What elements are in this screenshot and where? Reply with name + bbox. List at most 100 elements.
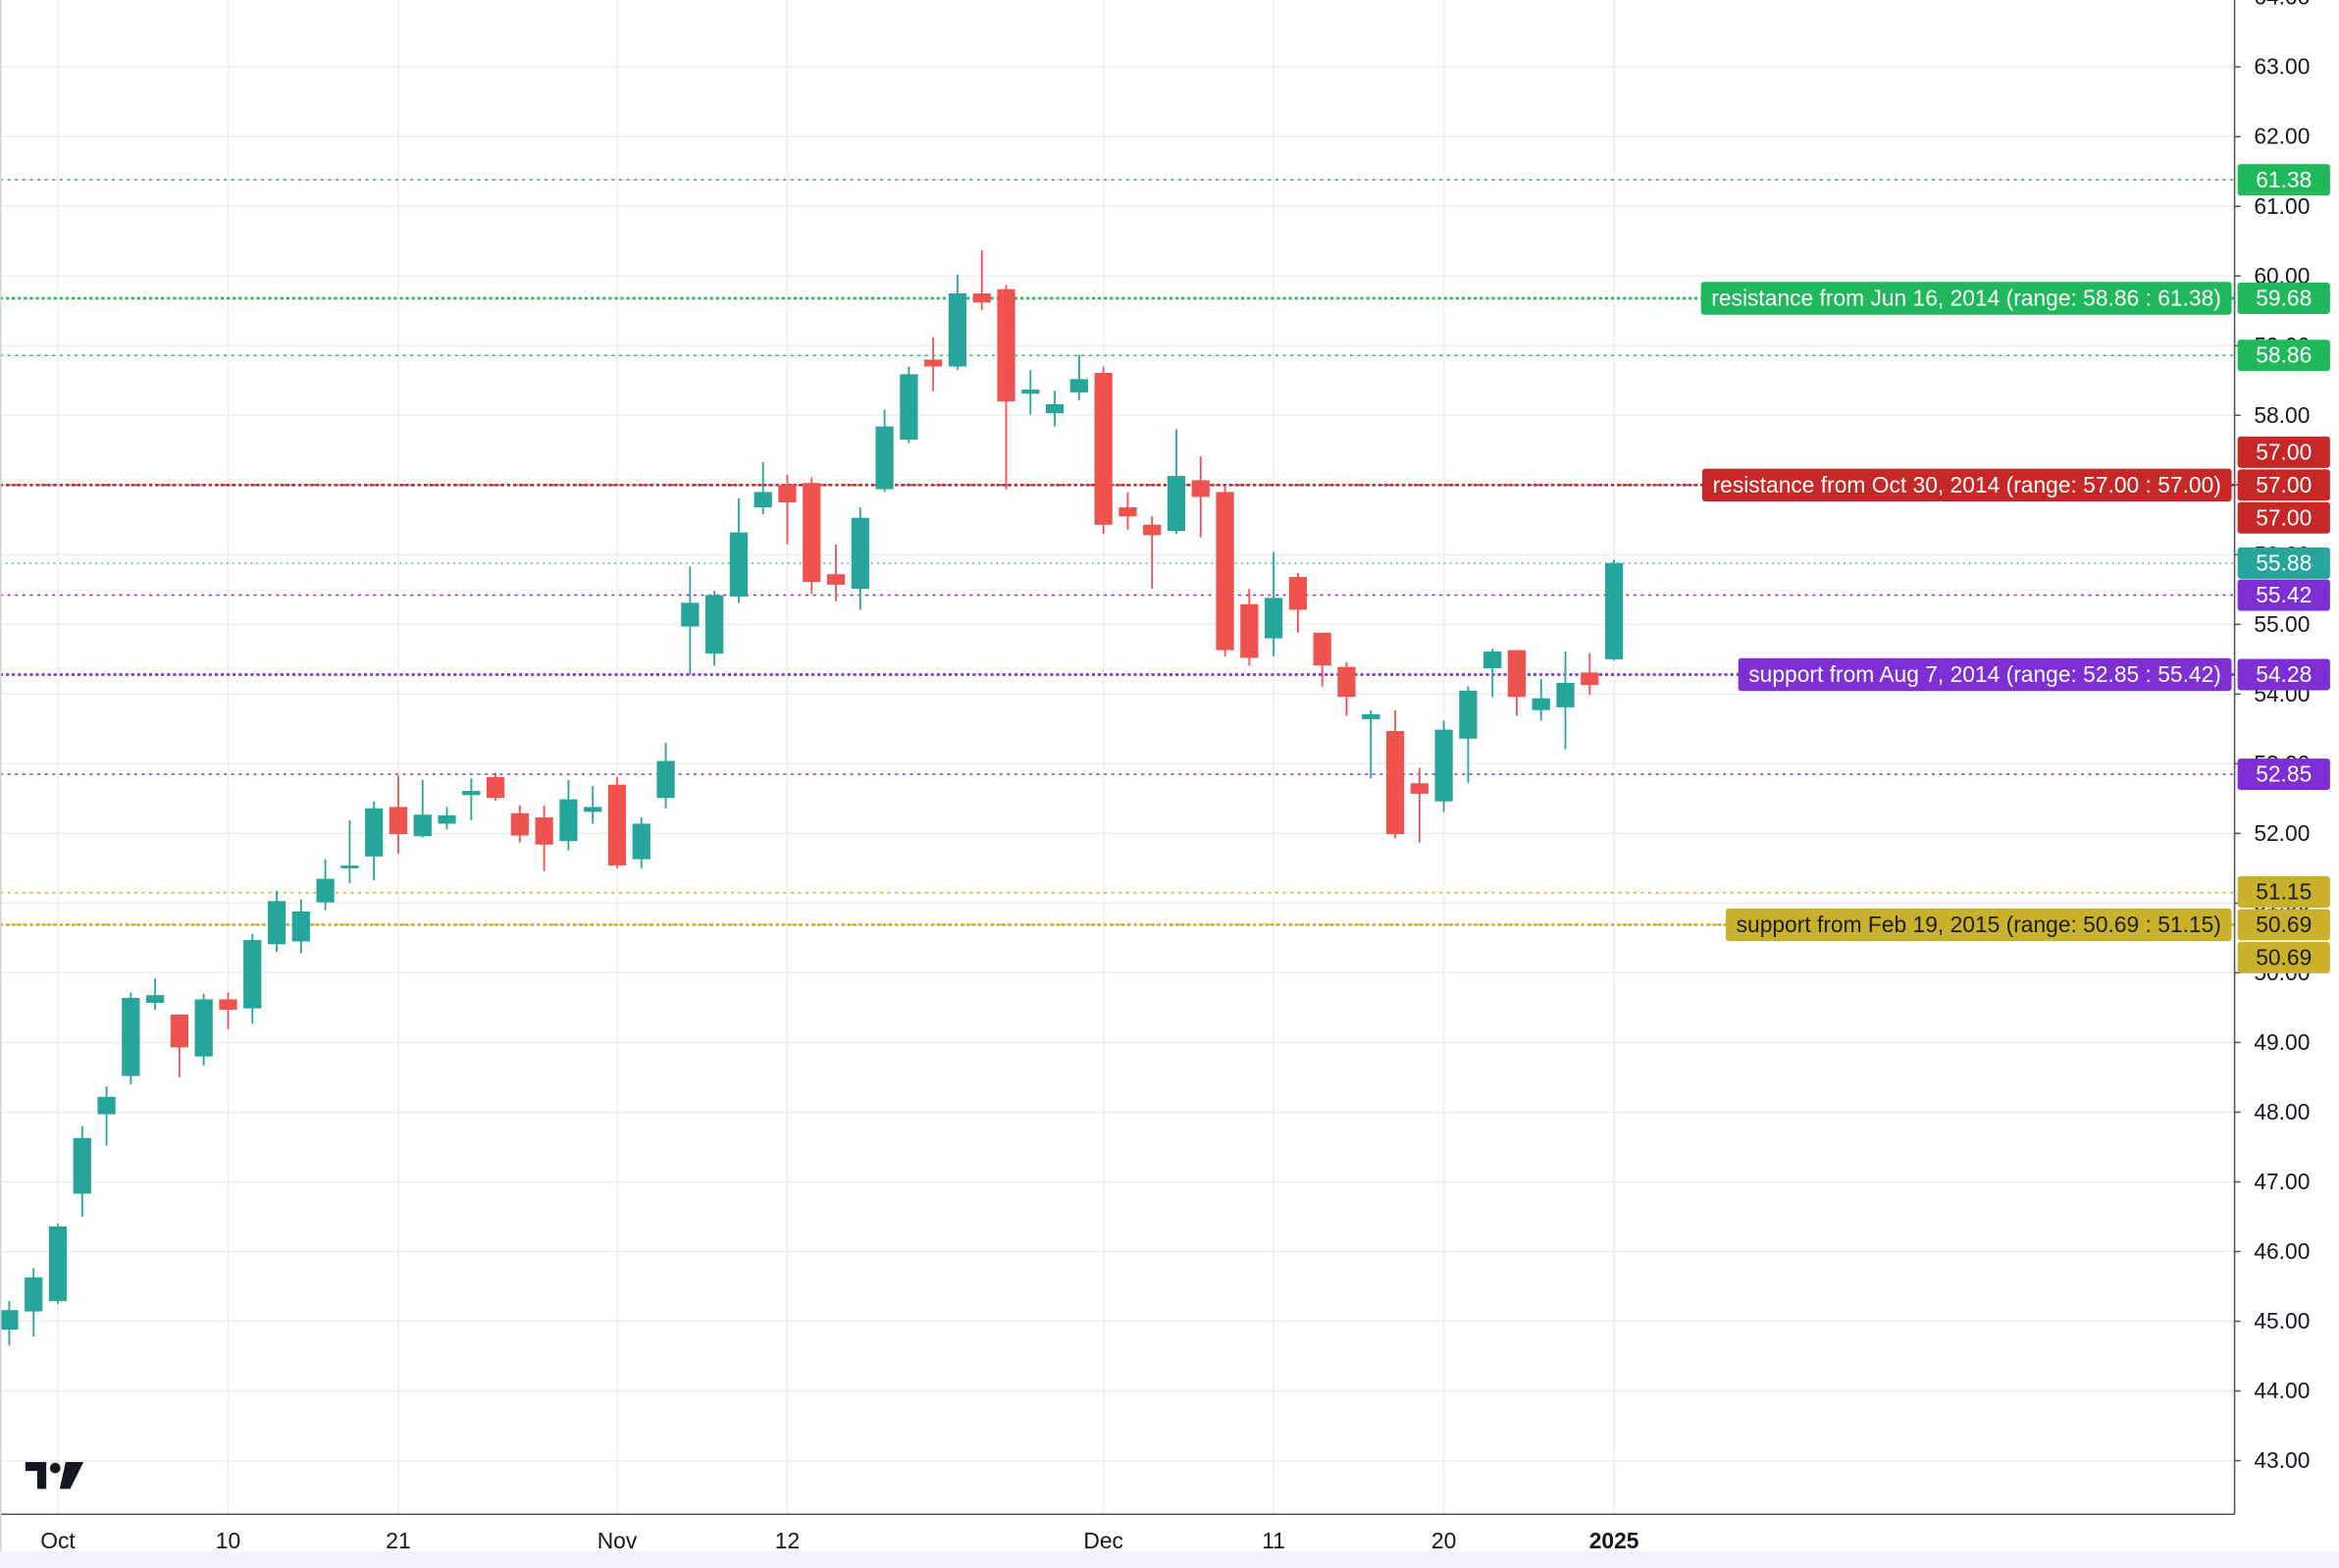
y-tick-label: 64.00 [2254, 0, 2310, 10]
candle-body [1385, 731, 1405, 835]
candle-body [1240, 603, 1259, 658]
zone-badge-label: 50.69 [2256, 944, 2312, 969]
zone-badge [2237, 876, 2330, 908]
zone-badge-label: 52.85 [2256, 761, 2312, 787]
zone-name: support from Feb 19, 2015 (range: 50.69 … [1737, 912, 2221, 937]
candle-body [1556, 682, 1575, 707]
candle-body [705, 595, 724, 654]
zone-badge [2237, 579, 2330, 611]
candle-body [729, 532, 749, 597]
candle-body [291, 911, 310, 942]
candle-body [778, 485, 797, 503]
candle-body [413, 814, 432, 837]
y-tick-label: 43.00 [2254, 1447, 2310, 1473]
candle-body [1581, 672, 1599, 686]
candle-body [170, 1015, 189, 1048]
x-tick-label: 20 [1431, 1528, 1456, 1553]
zone-badge-label: 54.28 [2256, 661, 2312, 687]
badges: 59.68 61.38 58.86 resistance from Jun 16, 2… [1700, 164, 2330, 973]
y-tick-label: 63.00 [2254, 54, 2310, 79]
candle-body [0, 1310, 19, 1331]
logo-slash [59, 1462, 84, 1490]
zone-badge-label: 59.68 [2256, 286, 2312, 311]
candle-body [1483, 652, 1502, 669]
candle-body [1021, 390, 1040, 394]
zone-badge [2237, 340, 2330, 372]
y-tick-label: 48.00 [2254, 1099, 2310, 1124]
bottom-strip [0, 1551, 2339, 1568]
zone-badge [2237, 758, 2330, 790]
zone-name-box [1725, 908, 2232, 942]
candle-body [1045, 403, 1065, 414]
candle-body [438, 814, 456, 824]
zone-name-box [1701, 468, 2232, 502]
x-tick-label: 21 [386, 1528, 410, 1553]
candle-body [48, 1226, 68, 1301]
y-tick-label: 49.00 [2254, 1029, 2310, 1055]
y-tick-label: 46.00 [2254, 1238, 2310, 1264]
zone-badge-label: 50.69 [2256, 912, 2312, 937]
candle-body [924, 359, 943, 367]
candle-body [510, 812, 529, 836]
y-tick-label: 55.00 [2254, 611, 2310, 637]
zone-badge [2237, 283, 2330, 314]
candles [0, 249, 1624, 1346]
x-tick-label: 10 [216, 1528, 240, 1553]
zone-badge-label: 57.00 [2256, 504, 2312, 530]
y-tick-label: 58.00 [2254, 402, 2310, 428]
candle-body [1216, 492, 1234, 651]
candle-body [1507, 650, 1527, 698]
candle-body [97, 1096, 116, 1115]
zone-name: resistance from Jun 16, 2014 (range: 58.… [1711, 286, 2221, 311]
candle-body [316, 878, 335, 903]
candle-body [584, 807, 602, 812]
candle-body [365, 808, 384, 857]
y-tick-label: 45.00 [2254, 1308, 2310, 1333]
zone-badge [2237, 909, 2330, 941]
candle-body [1362, 713, 1380, 719]
candle-body [1191, 480, 1210, 497]
y-tick-label: 47.00 [2254, 1169, 2310, 1194]
candle-body [803, 483, 821, 583]
candle-body [656, 760, 675, 799]
candle-body [267, 901, 286, 945]
candle-body [389, 807, 408, 835]
zone-badge-label: 57.00 [2256, 472, 2312, 497]
candle-body [997, 288, 1015, 402]
candle-body [194, 999, 213, 1057]
candle-body [1410, 783, 1429, 794]
candle-body [1337, 666, 1356, 698]
candle-body [1167, 476, 1186, 532]
candle-body [681, 602, 700, 627]
candle-body [1069, 379, 1088, 392]
candle-body [73, 1137, 91, 1194]
candle-body [340, 865, 359, 868]
candle-body [948, 293, 967, 367]
zone-badge-label: 57.00 [2256, 439, 2312, 464]
candle-body [972, 293, 991, 303]
zone-badge [2237, 658, 2330, 691]
x-tick-label: Nov [598, 1528, 638, 1553]
candle-body [754, 492, 772, 508]
candle-body [122, 997, 140, 1076]
zone-badge [2237, 469, 2330, 501]
candle-body [535, 817, 553, 845]
candle-body [1434, 729, 1453, 802]
x-tick-label: 2025 [1589, 1528, 1639, 1553]
candle-body [875, 426, 894, 490]
zone-name: resistance from Oct 30, 2014 (range: 57.… [1713, 472, 2221, 497]
x-tick-label: Dec [1083, 1528, 1123, 1553]
last-price-badge [2237, 547, 2330, 579]
zone-badge [2237, 164, 2330, 196]
last-price-badge-label: 55.88 [2256, 549, 2312, 575]
candle-body [1532, 698, 1550, 710]
x-tick-label: Oct [40, 1528, 76, 1553]
logo-dot [49, 1462, 61, 1474]
logo [25, 1462, 84, 1490]
candle-body [1313, 632, 1331, 666]
candle-body [1265, 598, 1283, 639]
zone-badge-label: 55.42 [2256, 582, 2312, 607]
y-tick-label: 62.00 [2254, 124, 2310, 149]
